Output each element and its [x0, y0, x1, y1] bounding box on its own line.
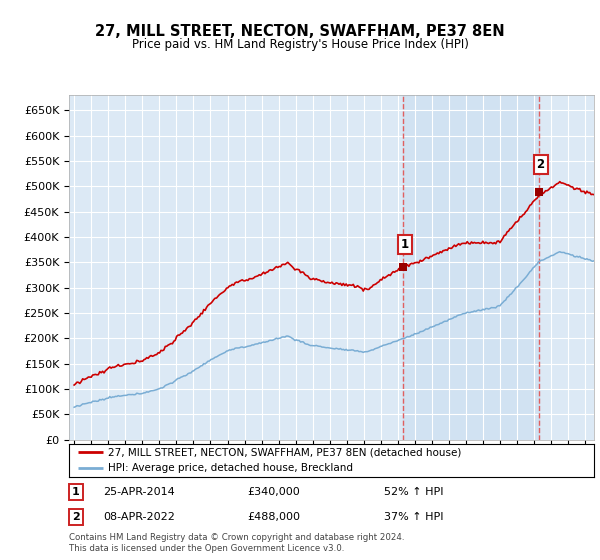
Text: £340,000: £340,000 — [248, 487, 300, 497]
Text: 25-APR-2014: 25-APR-2014 — [103, 487, 175, 497]
Text: £488,000: £488,000 — [248, 512, 301, 522]
Text: 52% ↑ HPI: 52% ↑ HPI — [384, 487, 443, 497]
Bar — [403, 95, 539, 440]
Text: Contains HM Land Registry data © Crown copyright and database right 2024.
This d: Contains HM Land Registry data © Crown c… — [69, 533, 404, 553]
Text: 1: 1 — [401, 237, 409, 251]
Text: 08-APR-2022: 08-APR-2022 — [103, 512, 175, 522]
Text: Price paid vs. HM Land Registry's House Price Index (HPI): Price paid vs. HM Land Registry's House … — [131, 38, 469, 50]
Text: 27, MILL STREET, NECTON, SWAFFHAM, PE37 8EN (detached house): 27, MILL STREET, NECTON, SWAFFHAM, PE37 … — [109, 447, 462, 458]
Text: 27, MILL STREET, NECTON, SWAFFHAM, PE37 8EN: 27, MILL STREET, NECTON, SWAFFHAM, PE37 … — [95, 24, 505, 39]
Text: 37% ↑ HPI: 37% ↑ HPI — [384, 512, 443, 522]
Text: HPI: Average price, detached house, Breckland: HPI: Average price, detached house, Brec… — [109, 463, 353, 473]
Text: 2: 2 — [72, 512, 80, 522]
Text: 2: 2 — [536, 158, 545, 171]
Text: 1: 1 — [72, 487, 80, 497]
